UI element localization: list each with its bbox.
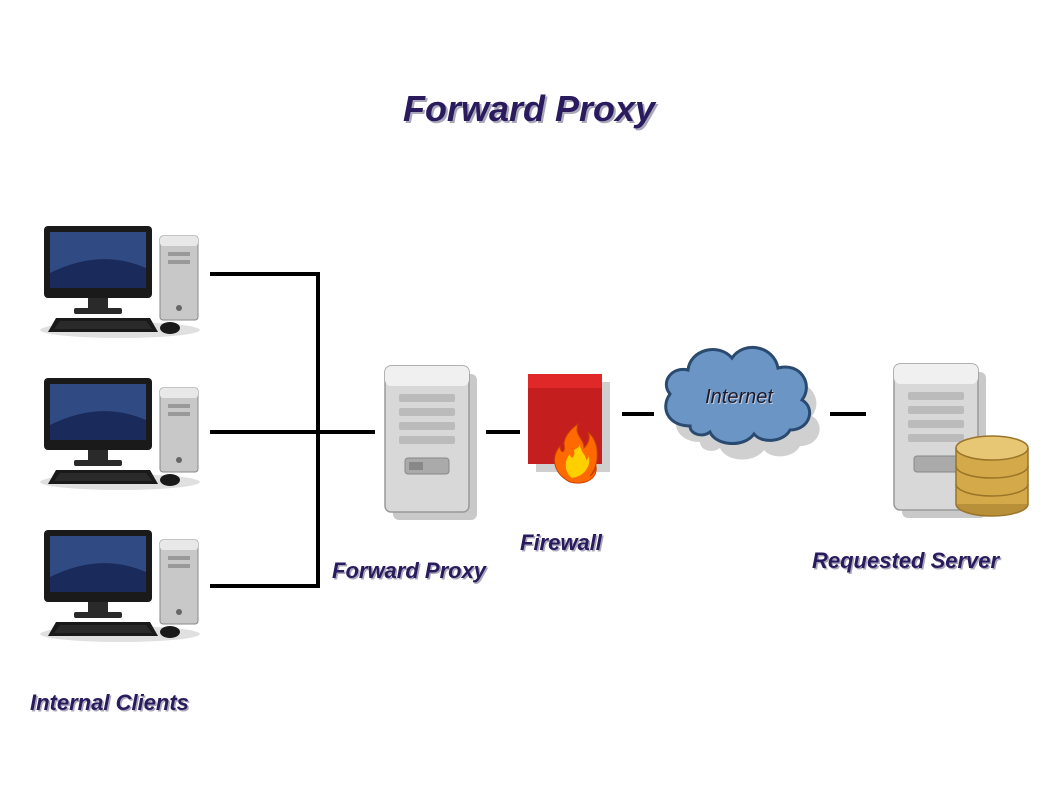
diagram-title: Forward Proxy <box>0 88 1058 130</box>
server-db-icon <box>880 352 1040 532</box>
connector-client2-h <box>210 430 375 434</box>
label-firewall: Firewall <box>520 530 602 556</box>
connector-proxy-firewall <box>486 430 520 434</box>
connector-firewall-internet <box>622 412 654 416</box>
label-internal-clients: Internal Clients <box>30 690 189 716</box>
firewall-icon <box>520 368 620 498</box>
connector-client3-h <box>210 584 320 588</box>
server-tower-icon <box>375 358 485 528</box>
firewall <box>520 368 620 498</box>
desktop-icon <box>30 370 210 490</box>
connector-client1-h <box>210 272 320 276</box>
label-requested-server: Requested Server <box>812 548 999 574</box>
client-desktop-1 <box>30 218 210 338</box>
proxy-server <box>375 358 485 528</box>
internet-label: Internet <box>654 386 824 409</box>
client-desktop-2 <box>30 370 210 490</box>
client-desktop-3 <box>30 522 210 642</box>
connector-client3-v <box>316 430 320 588</box>
internet-cloud: Internet <box>654 330 834 480</box>
requested-server <box>880 352 1040 532</box>
desktop-icon <box>30 522 210 642</box>
label-forward-proxy: Forward Proxy <box>332 558 486 584</box>
connector-internet-server <box>830 412 866 416</box>
connector-client1-v <box>316 272 320 434</box>
desktop-icon <box>30 218 210 338</box>
